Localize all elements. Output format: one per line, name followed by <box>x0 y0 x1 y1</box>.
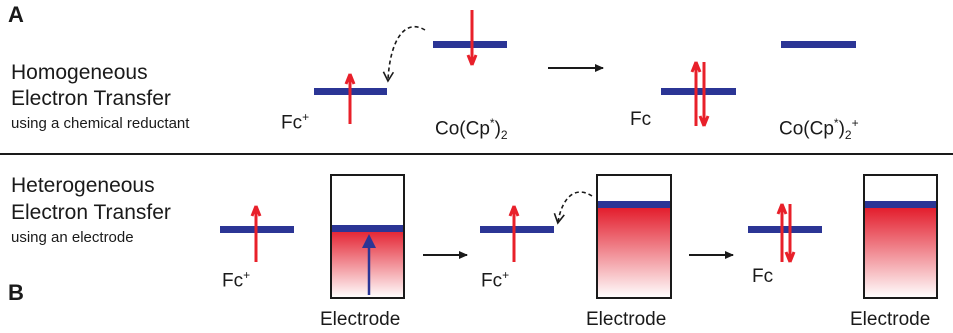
electron-down-arrow <box>466 10 478 66</box>
electron-down-arrow <box>698 62 710 127</box>
electron-up-arrow <box>690 61 702 126</box>
transfer-dashed-arrow-a <box>382 25 426 83</box>
electrode-label-3: Electrode <box>850 309 931 330</box>
panel-b-subtitle: using an electrode <box>11 229 134 246</box>
cobaltocene-label: Co(Cp*)2 <box>435 116 508 143</box>
fc-level-b <box>748 203 822 263</box>
fc-plus-label-a: Fc+ <box>281 110 310 134</box>
electrode-3 <box>863 174 938 299</box>
panel-letter-a: A <box>8 2 24 27</box>
electron-up-arrow <box>344 73 356 124</box>
electrode-label-1: Electrode <box>320 309 401 330</box>
electrode-label-2: Electrode <box>586 309 667 330</box>
cobaltocene-level <box>433 10 507 66</box>
electron-up-arrow <box>776 203 788 262</box>
electrode-2 <box>596 174 672 299</box>
fc-plus-label-b2: Fc+ <box>481 268 510 292</box>
panel-a-title-line1: Homogeneous <box>11 61 148 84</box>
electrode-1 <box>330 174 405 299</box>
panel-b-title-line1: Heterogeneous <box>11 174 155 197</box>
fc-plus-level-b1 <box>220 205 294 262</box>
fc-label-b: Fc <box>752 266 774 287</box>
electron-up-arrow <box>250 205 262 262</box>
transfer-dashed-arrow-b <box>553 191 593 225</box>
fc-plus-level-a <box>314 73 387 124</box>
cobaltocenium-label: Co(Cp*)2+ <box>779 116 859 143</box>
panel-a-subtitle: using a chemical reductant <box>11 115 190 132</box>
fc-plus-level-b2 <box>480 205 554 262</box>
fc-level-a <box>661 61 736 127</box>
cobaltocenium-level <box>781 41 856 48</box>
panel-b-title-line2: Electron Transfer <box>11 201 171 224</box>
electron-down-arrow <box>784 204 796 263</box>
fc-plus-label-b1: Fc+ <box>222 268 251 292</box>
panel-a-title-line2: Electron Transfer <box>11 87 171 110</box>
fc-label-a: Fc <box>630 109 652 130</box>
panel-letter-b: B <box>8 280 24 305</box>
electron-up-arrow <box>508 205 520 262</box>
